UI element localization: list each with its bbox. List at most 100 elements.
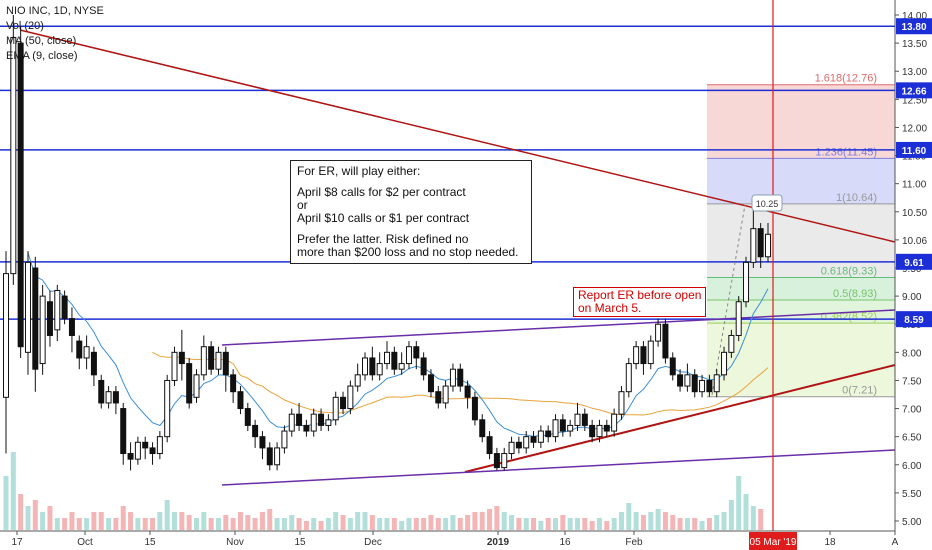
volume-bar bbox=[98, 512, 104, 530]
ascending-support-line bbox=[464, 364, 896, 473]
candle-body bbox=[156, 436, 163, 455]
descending-resistance-line bbox=[19, 29, 896, 243]
volume-bar bbox=[575, 518, 580, 530]
volume-bar bbox=[384, 518, 390, 530]
volume-bar bbox=[670, 515, 676, 530]
volume-bar bbox=[340, 515, 346, 530]
volume-bar bbox=[18, 494, 24, 530]
date-marker-badge: 05 Mar '19 bbox=[749, 532, 797, 550]
volume-bar bbox=[245, 515, 251, 530]
candle-body bbox=[164, 379, 171, 438]
candle-body bbox=[303, 424, 310, 432]
x-tick-label: Dec bbox=[364, 537, 382, 548]
candle-body bbox=[332, 396, 339, 421]
price-badge bbox=[896, 141, 932, 158]
volume-bar bbox=[325, 518, 331, 530]
volume-bar bbox=[69, 512, 75, 530]
volume-bar bbox=[377, 518, 383, 530]
candle-body bbox=[274, 447, 281, 466]
volume-bar bbox=[142, 518, 148, 530]
volume-bar bbox=[509, 515, 515, 530]
candle-body bbox=[552, 419, 559, 438]
volume-bar bbox=[25, 506, 31, 530]
candle-body bbox=[559, 419, 566, 432]
date-marker-label: 05 Mar '19 bbox=[750, 537, 797, 548]
y-tick-label: 13.50 bbox=[902, 39, 927, 50]
y-tick-label: 9.00 bbox=[902, 292, 922, 303]
candle-body bbox=[765, 233, 771, 258]
candle-body bbox=[24, 261, 31, 353]
candle-body bbox=[435, 391, 442, 404]
candle-body bbox=[354, 374, 361, 387]
note-line-3: or bbox=[297, 198, 308, 212]
volume-bar bbox=[618, 512, 624, 530]
volume-bar bbox=[135, 518, 141, 530]
volume-bar bbox=[450, 515, 456, 530]
note-line-6: more than $200 loss and no stop needed. bbox=[297, 245, 519, 259]
candle-body bbox=[68, 318, 75, 336]
candle-body bbox=[76, 340, 83, 359]
volume-bar bbox=[758, 509, 764, 530]
volume-bar bbox=[223, 515, 229, 530]
volume-bar bbox=[355, 512, 361, 530]
earnings-note: Report ER before open on March 5. bbox=[573, 287, 707, 317]
ema-9-line bbox=[27, 252, 769, 437]
volume-bar bbox=[743, 494, 749, 530]
volume-bar bbox=[750, 506, 756, 530]
candle-body bbox=[640, 346, 647, 365]
volume-bar bbox=[684, 518, 690, 530]
y-tick-label: 5.00 bbox=[902, 517, 922, 528]
price-badge-label: 8.59 bbox=[904, 315, 924, 326]
x-tick-label: 17 bbox=[11, 537, 23, 548]
volume-bars bbox=[3, 452, 764, 530]
candle-body bbox=[142, 441, 149, 449]
candle-body bbox=[61, 295, 68, 320]
candle-body bbox=[523, 436, 530, 449]
candle-body bbox=[427, 374, 434, 393]
volume-bar bbox=[311, 518, 317, 530]
candle-body bbox=[677, 374, 684, 387]
y-tick-label: 11.00 bbox=[902, 180, 927, 191]
candle-body bbox=[178, 351, 185, 365]
candle-body bbox=[3, 273, 9, 398]
candle-body bbox=[611, 413, 618, 432]
volume-bar bbox=[179, 512, 185, 530]
volume-bar bbox=[289, 515, 295, 530]
candle-body bbox=[574, 413, 581, 426]
y-tick-label: 5.50 bbox=[902, 489, 922, 500]
candle-body bbox=[508, 441, 515, 455]
volume-bar bbox=[567, 518, 573, 530]
candle-body bbox=[486, 436, 493, 455]
er-note-line-2: on March 5. bbox=[578, 301, 642, 315]
volume-bar bbox=[40, 512, 46, 530]
note-line-2: April $8 calls for $2 per contract bbox=[297, 185, 466, 199]
candle-body bbox=[200, 346, 207, 376]
candlesticks bbox=[3, 15, 771, 471]
volume-bar bbox=[479, 512, 485, 530]
y-tick-label: 10.50 bbox=[902, 208, 927, 219]
price-badges: 13.80 12.66 11.60 9.61 8.59 bbox=[896, 18, 932, 328]
candle-body bbox=[479, 419, 486, 438]
candle-body bbox=[581, 413, 588, 426]
candle-body bbox=[10, 36, 17, 275]
volume-bar bbox=[296, 518, 302, 530]
volume-bar bbox=[76, 518, 82, 530]
volume-bar bbox=[626, 503, 632, 530]
volume-bar bbox=[421, 518, 427, 530]
candle-body bbox=[625, 363, 632, 393]
volume-bar bbox=[457, 518, 463, 530]
volume-bar bbox=[113, 518, 119, 530]
candle-body bbox=[757, 228, 764, 258]
volume-bar bbox=[303, 521, 309, 530]
candle-body bbox=[288, 413, 295, 432]
candle-body bbox=[384, 351, 390, 365]
candle-body bbox=[259, 436, 266, 449]
volume-bar bbox=[267, 509, 273, 530]
candle-body bbox=[230, 374, 237, 393]
volume-bar bbox=[435, 518, 441, 530]
candle-body bbox=[398, 363, 405, 370]
candle-body bbox=[721, 351, 728, 376]
volume-bar bbox=[604, 521, 610, 530]
candle-body bbox=[662, 323, 669, 359]
candle-body bbox=[743, 261, 750, 303]
